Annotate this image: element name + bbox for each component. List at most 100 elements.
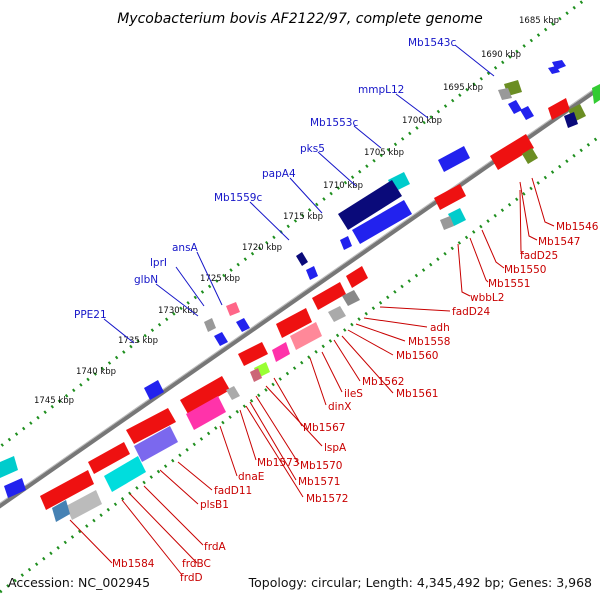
accession-text: Accession: NC_002945 [8, 575, 150, 590]
gene-box [338, 180, 402, 230]
gene-box [52, 500, 70, 522]
inner-dotted-track [0, 134, 600, 594]
kbp-tick: 1730 kbp [158, 306, 198, 316]
gene-box [250, 368, 262, 382]
leader-line [265, 385, 323, 447]
gene-box [290, 322, 322, 350]
leader-line [519, 189, 525, 255]
gene-label: papA4 [262, 168, 296, 180]
leader-line [363, 317, 428, 328]
gene-label: lspA [324, 442, 347, 454]
gene-arrow [434, 184, 466, 210]
gene-arrow [88, 442, 130, 474]
reverse-leader-lines [69, 177, 555, 576]
gene-box [272, 342, 290, 362]
leader-line [249, 201, 290, 241]
gene-label: fadD24 [452, 306, 491, 318]
gene-label: Mb1561 [396, 388, 438, 400]
leader-line [219, 425, 238, 477]
gene-label: frdA [204, 541, 226, 553]
reverse-gene-labels: Mb1546 Mb1547 fadD25 Mb1550 Mb1551 wbbL2… [112, 221, 599, 584]
kbp-tick: 1745 kbp [34, 396, 74, 406]
gene-label: glbN [134, 274, 158, 286]
leader-line [121, 499, 183, 576]
kbp-tick: 1710 kbp [323, 181, 363, 191]
gene-label: Mb1584 [112, 558, 155, 570]
kbp-tick: 1740 kbp [76, 367, 116, 377]
leader-line [249, 401, 297, 481]
reverse-strand-features [40, 98, 586, 522]
gene-arrow [40, 470, 94, 510]
gene-label: dnaE [238, 471, 264, 483]
outer-dotted-track [0, 0, 587, 449]
leader-line [347, 329, 394, 356]
gene-box [0, 456, 18, 478]
kbp-tick: 1715 kbp [283, 212, 323, 222]
gene-box [186, 396, 226, 430]
gene-label: fadD25 [520, 250, 558, 262]
gene-arrow [144, 380, 164, 400]
gene-arrow [4, 478, 26, 498]
gene-label: plsB1 [200, 499, 229, 511]
leader-line [341, 335, 394, 394]
gene-arrow [520, 106, 534, 120]
kbp-tick: 1690 kbp [481, 50, 521, 60]
leader-line [255, 395, 300, 465]
gene-label: mmpL12 [358, 84, 404, 96]
gene-arrow [438, 146, 470, 172]
gene-box [226, 302, 240, 316]
kbp-tick: 1735 kbp [118, 336, 158, 346]
gene-box [296, 252, 308, 266]
kbp-tick: 1705 kbp [364, 148, 404, 158]
leader-line [103, 318, 135, 344]
gene-label: Mb1559c [214, 192, 262, 204]
leader-line [379, 306, 451, 312]
gene-arrow [548, 98, 570, 120]
gene-label: Mb1570 [300, 460, 342, 472]
gene-label: frdD [180, 572, 203, 584]
gene-label: Mb1551 [488, 278, 530, 290]
gene-label: dinX [328, 401, 351, 413]
gene-box [498, 88, 512, 100]
gene-arrow [238, 342, 268, 366]
gene-label: lprI [150, 257, 167, 269]
gene-arrow [276, 308, 312, 338]
leader-line [239, 409, 257, 461]
gene-box [226, 386, 240, 400]
gene-label: adh [430, 322, 450, 334]
leader-line [353, 125, 382, 149]
leader-line [333, 339, 361, 382]
leader-line [273, 377, 303, 427]
gene-arrow [306, 266, 318, 280]
gene-box [448, 208, 466, 226]
map-title: Mycobacterium bovis AF2122/97, complete … [117, 11, 483, 27]
gene-arrow [180, 376, 230, 414]
leader-line [454, 44, 495, 77]
leader-line [317, 151, 357, 187]
forward-strand-features [0, 60, 600, 498]
gene-arrow [126, 408, 176, 444]
gene-label: Mb1546 [556, 221, 599, 233]
gene-box [328, 306, 346, 322]
leader-line [531, 177, 555, 227]
gene-label: Mb1550 [504, 264, 546, 276]
gene-label: Mb1558 [408, 336, 450, 348]
gene-box [104, 456, 146, 492]
gene-label: fadD11 [214, 485, 252, 497]
gene-box [204, 318, 216, 332]
topology-summary-text: Topology: circular; Length: 4,345,492 bp… [248, 575, 592, 590]
gene-arrow [340, 236, 352, 250]
gene-label: Mb1573 [257, 457, 299, 469]
leader-line [155, 283, 199, 317]
leader-line [129, 493, 198, 564]
leader-line [457, 243, 471, 297]
leader-line [175, 266, 205, 307]
gene-label: Mb1562 [362, 376, 404, 388]
kbp-tick-labels: 1685 kbp 1690 kbp 1695 kbp 1700 kbp 1705… [34, 16, 559, 406]
gene-arrow [548, 66, 560, 74]
kbp-tick: 1725 kbp [200, 274, 240, 284]
gene-label: Mb1553c [310, 117, 358, 129]
gene-box [592, 84, 600, 104]
forward-leader-lines [103, 44, 495, 344]
